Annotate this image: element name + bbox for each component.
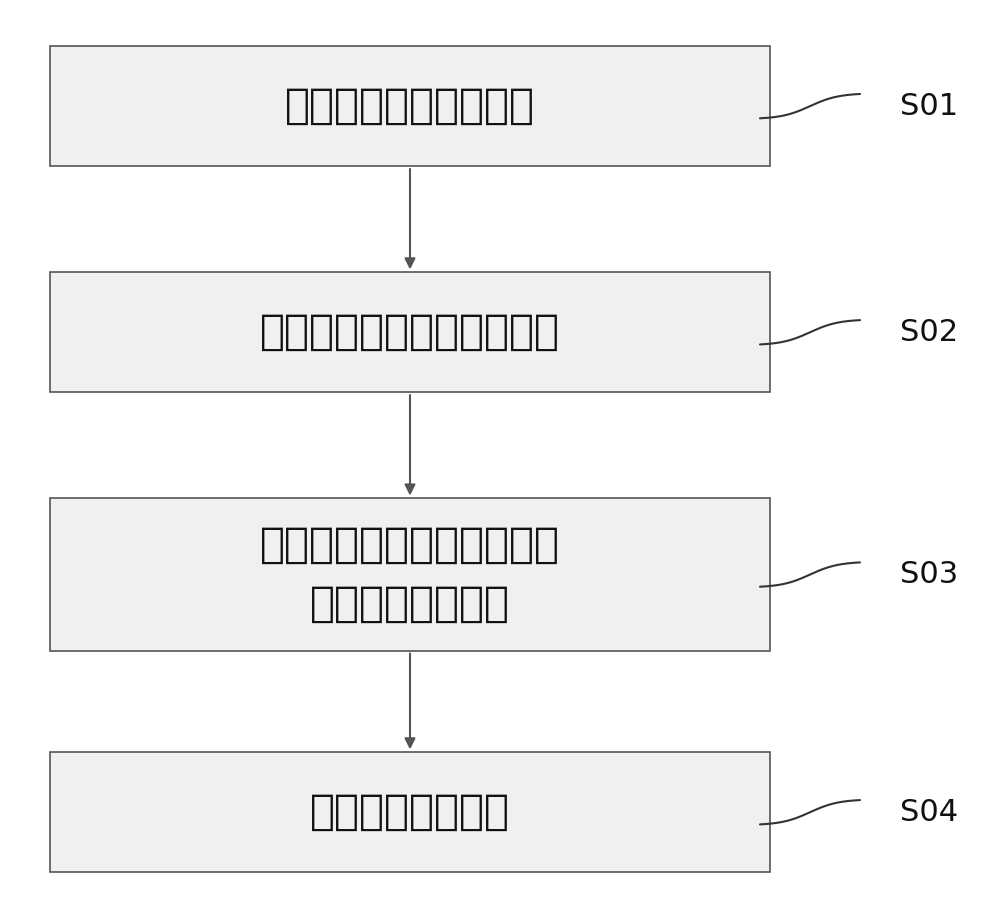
Bar	[50, 46, 770, 166]
Text: 连接终端操作系统: 连接终端操作系统	[310, 791, 510, 833]
Bar	[50, 272, 770, 392]
Bar	[50, 752, 770, 872]
Text: 部署机器人生产线设备所需
计算资源配置驱动: 部署机器人生产线设备所需 计算资源配置驱动	[260, 524, 560, 625]
Text: S04: S04	[900, 797, 958, 827]
Bar	[50, 498, 770, 651]
Text: S01: S01	[900, 91, 958, 121]
Text: S02: S02	[900, 318, 958, 347]
Text: 设置用户设备操作系统: 设置用户设备操作系统	[285, 85, 535, 127]
Text: S03: S03	[900, 560, 958, 589]
Text: 工业机器人生产线设备建模: 工业机器人生产线设备建模	[260, 311, 560, 354]
